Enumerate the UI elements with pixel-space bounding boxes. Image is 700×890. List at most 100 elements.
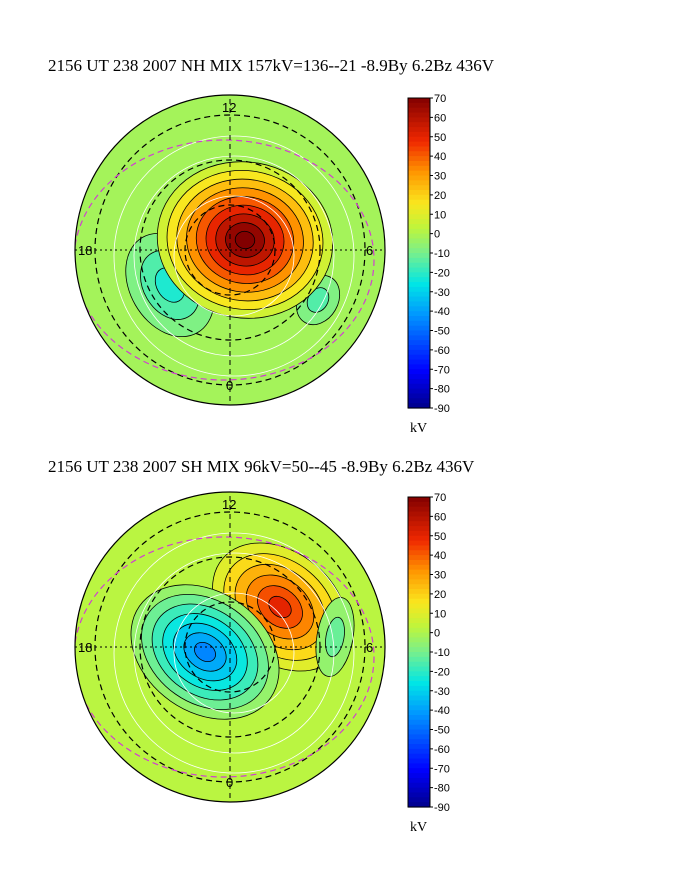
sh-colorbar-tick-label: 0	[434, 628, 440, 640]
nh-colorbar-tick-label: -40	[434, 306, 450, 318]
sh-colorbar-segment	[408, 802, 430, 808]
nh-polar-map: 12 18 6 0	[74, 94, 386, 406]
sh-colorbar-tick-label: 50	[434, 531, 446, 543]
nh-colorbar-tick-label: 50	[434, 132, 446, 144]
sh-colorbar-segment	[408, 744, 430, 750]
nh-colorbar-tick-label: -70	[434, 364, 450, 376]
nh-colorbar-segment	[408, 248, 430, 254]
nh-colorbar-segment	[408, 301, 430, 307]
sh-colorbar-segment	[408, 506, 430, 513]
sh-colorbar-segment	[408, 758, 430, 765]
sh-colorbar-segment	[408, 656, 430, 663]
nh-colorbar-tick-label: 30	[434, 171, 446, 183]
sh-white-contour	[133, 552, 335, 754]
nh-midnight-label: 0	[226, 378, 233, 393]
nh-colorbar-segment	[408, 146, 430, 152]
nh-colorbar-tick-label: -50	[434, 326, 450, 338]
sh-colorbar-segment	[408, 642, 430, 648]
nh-colorbar-segment	[408, 151, 430, 157]
sh-colorbar-segment	[408, 652, 430, 658]
sh-colorbar-segment	[408, 681, 430, 687]
sh-colorbar-tick-label: 70	[434, 492, 446, 504]
nh-colorbar-segment	[408, 233, 430, 240]
nh-title: 2156 UT 238 2007 NH MIX 157kV=136--21 -8…	[48, 56, 495, 75]
nh-colorbar-segment	[408, 141, 430, 148]
sh-colorbar-segment	[408, 603, 430, 610]
sh-colorbar-segment	[408, 748, 430, 755]
nh-colorbar-segment	[408, 257, 430, 264]
sh-colorbar-segment	[408, 564, 430, 571]
sh-colorbar-segment	[408, 714, 430, 721]
sh-dusk-label: 18	[78, 640, 92, 655]
sh-colorbar-segment	[408, 724, 430, 731]
nh-white-contour	[113, 135, 355, 377]
sh-colorbar-segment	[408, 705, 430, 711]
sh-colorbar-tick-label: -50	[434, 725, 450, 737]
nh-colorbar-segment	[408, 214, 430, 220]
sh-colorbar-segment	[408, 632, 430, 639]
nh-colorbar-segment	[408, 325, 430, 332]
sh-colorbar-tick-label: -90	[434, 802, 450, 814]
sh-colorbar-tick-label: -60	[434, 744, 450, 756]
nh-colorbar-segment	[408, 335, 430, 341]
sh-colorbar-segment	[408, 637, 430, 643]
nh-colorbar-tick-label: 70	[434, 93, 446, 105]
nh-colorbar-segment	[408, 349, 430, 356]
nh-colorbar-segment	[408, 223, 430, 230]
nh-colorbar-segment	[408, 320, 430, 327]
nh-outer-rim	[74, 94, 386, 406]
nh-colorbar-segment	[408, 199, 430, 206]
nh-colorbar-tick-label: -30	[434, 287, 450, 299]
nh-colorbar-tick-label: -80	[434, 384, 450, 396]
sh-colorbar-segment	[408, 792, 430, 798]
sh-title: 2156 UT 238 2007 SH MIX 96kV=50--45 -8.9…	[48, 457, 475, 476]
nh-colorbar-segment	[408, 272, 430, 278]
nh-white-contour	[133, 155, 335, 357]
nh-colorbar-segment	[408, 194, 430, 201]
sh-colorbar-segment	[408, 589, 430, 595]
nh-colorbar-tick-label: 0	[434, 229, 440, 241]
nh-colorbar-segment	[408, 98, 430, 104]
sh-colorbar-segment	[408, 695, 430, 702]
sh-colorbar-segment	[408, 618, 430, 624]
nh-colorbar-segment	[408, 238, 430, 244]
nh-colorbar-segment	[408, 107, 430, 114]
nh-colorbar-segment	[408, 160, 430, 167]
sh-polar-map: 12 18 6 0	[74, 491, 386, 803]
sh-colorbar-segment	[408, 700, 430, 706]
sh-colorbar-segment	[408, 627, 430, 634]
sh-colorbar-tick-label: 30	[434, 570, 446, 582]
sh-colorbar-segment	[408, 710, 430, 716]
sh-colorbar-segment	[408, 559, 430, 566]
sh-colorbar-tick-label: -70	[434, 763, 450, 775]
nh-colorbar-segment	[408, 117, 430, 123]
sh-midnight-label: 0	[226, 775, 233, 790]
nh-colorbar-segment	[408, 340, 430, 346]
sh-colorbar-segment	[408, 598, 430, 605]
sh-colorbar-segment	[408, 676, 430, 682]
sh-colorbar-segment	[408, 690, 430, 697]
nh-colorbar-segment	[408, 190, 430, 196]
nh-colorbar-segment	[408, 180, 430, 186]
sh-colorbar-segment	[408, 777, 430, 784]
sh-colorbar-segment	[408, 666, 430, 672]
sh-colorbar-segment	[408, 729, 430, 735]
sh-colorbar-segment	[408, 647, 430, 653]
sh-colorbar-segment	[408, 608, 430, 614]
sh-boundary-oval	[75, 536, 375, 778]
sh-colorbar-tick-label: 40	[434, 550, 446, 562]
nh-colorbar-segment	[408, 253, 430, 259]
nh-colorbar-segment	[408, 354, 430, 361]
sh-colorbar-segment	[408, 613, 430, 619]
sh-colorbar-segment	[408, 773, 430, 779]
sh-colorbar-segment	[408, 734, 430, 740]
sh-colorbar-segment	[408, 671, 430, 677]
sh-colorbar-segment	[408, 501, 430, 508]
nh-colorbar-tick-label: 60	[434, 112, 446, 124]
nh-dusk-label: 18	[78, 243, 92, 258]
nh-colorbar-segment	[408, 156, 430, 162]
nh-colorbar-segment	[408, 219, 430, 225]
nh-potential-contour	[234, 230, 256, 250]
sh-colorbar-segment	[408, 622, 430, 629]
nh-colorbar-segment	[408, 228, 430, 235]
